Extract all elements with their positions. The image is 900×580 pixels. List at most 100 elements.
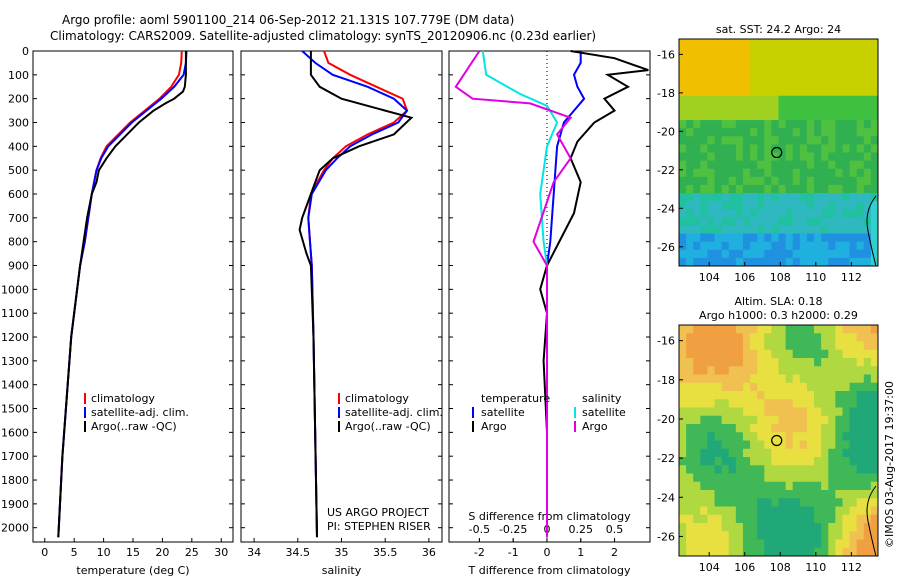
map-cell (742, 39, 751, 48)
map-cell (870, 539, 879, 549)
map-cell (842, 325, 851, 334)
map-cell (778, 440, 787, 450)
map-cell (735, 184, 744, 194)
map-cell (799, 473, 808, 483)
map-cell (764, 358, 772, 367)
y-tick-label: 1300 (1, 355, 29, 368)
map-cell (806, 168, 815, 178)
map-cell (707, 217, 716, 226)
map-cell (849, 95, 858, 105)
map-cell (714, 325, 723, 334)
map-cell (771, 424, 779, 433)
coastline (866, 485, 877, 557)
map-cell (799, 128, 808, 137)
map-cell (799, 523, 808, 532)
map-cell (870, 481, 879, 491)
map-cell (792, 415, 801, 425)
map-cell (778, 399, 787, 408)
map-cell (742, 432, 751, 441)
map-cell (814, 95, 822, 105)
map-cell (828, 531, 836, 540)
map-cell (785, 374, 794, 384)
map-cell (799, 448, 808, 458)
map-cell (750, 440, 758, 450)
map-cell (757, 176, 765, 186)
map-cell (856, 71, 865, 81)
series-line (57, 51, 187, 538)
map-cell (757, 168, 765, 178)
map-cell (835, 184, 843, 194)
map-cell (785, 399, 794, 408)
map-cell (792, 448, 801, 458)
map-frame (678, 324, 879, 557)
map-cell (693, 111, 701, 121)
map-cell (735, 523, 744, 532)
map-cell (750, 184, 758, 194)
map-cell (700, 399, 708, 408)
map-cell (693, 79, 701, 89)
map-cell (806, 71, 815, 81)
map-cell (785, 95, 794, 105)
map-cell (870, 233, 879, 243)
map-cell (750, 506, 758, 516)
map-cell (821, 465, 829, 474)
map-cell (742, 176, 751, 186)
map-cell (842, 144, 851, 153)
map-cell (806, 87, 815, 97)
map-cell (721, 432, 730, 441)
map-cell (835, 481, 843, 491)
map-cell (835, 498, 843, 507)
map-cell (714, 144, 723, 153)
map-cell (842, 424, 851, 433)
map-cell (856, 424, 865, 433)
map-cell (828, 358, 836, 367)
map-cell (707, 473, 716, 483)
map-cell (700, 136, 708, 145)
map-cell (856, 391, 865, 400)
map-cell (792, 333, 801, 342)
map-cell (771, 136, 779, 145)
map-cell (686, 374, 694, 384)
map-cell (814, 184, 822, 194)
map-cell (785, 382, 794, 392)
map-cell (785, 209, 794, 218)
map-cell (828, 225, 836, 235)
map-cell (799, 490, 808, 499)
map-cell (785, 249, 794, 259)
map-cell (870, 55, 879, 64)
map-cell (771, 249, 779, 259)
map-cell (814, 87, 822, 97)
map-cell (686, 241, 694, 251)
map-cell (750, 39, 758, 48)
map-cell (856, 506, 865, 516)
map-cell (785, 144, 794, 153)
map-cell (778, 63, 787, 72)
map-cell (757, 201, 765, 210)
map-cell (700, 217, 708, 226)
map-cell (693, 201, 701, 210)
map-cell (721, 473, 730, 483)
map-cell (686, 325, 694, 334)
map-cell (735, 415, 744, 425)
map-cell (856, 217, 865, 226)
map-cell (799, 440, 808, 450)
map-cell (728, 358, 737, 367)
series-line (481, 50, 559, 538)
map-cell (757, 63, 765, 72)
map-cell (742, 325, 751, 334)
map-cell (806, 95, 815, 105)
map-cell (799, 120, 808, 129)
map-cell (721, 490, 730, 499)
map-cell (721, 201, 730, 210)
map-cell (778, 432, 787, 441)
map-cell (742, 358, 751, 367)
map-cell (750, 176, 758, 186)
map-cell (870, 144, 879, 153)
map-cell (785, 87, 794, 97)
map-cell (863, 176, 872, 186)
map-cell (686, 531, 694, 540)
map-cell (686, 481, 694, 491)
map-cell (750, 225, 758, 235)
map-cell (700, 241, 708, 251)
map-cell (785, 523, 794, 532)
